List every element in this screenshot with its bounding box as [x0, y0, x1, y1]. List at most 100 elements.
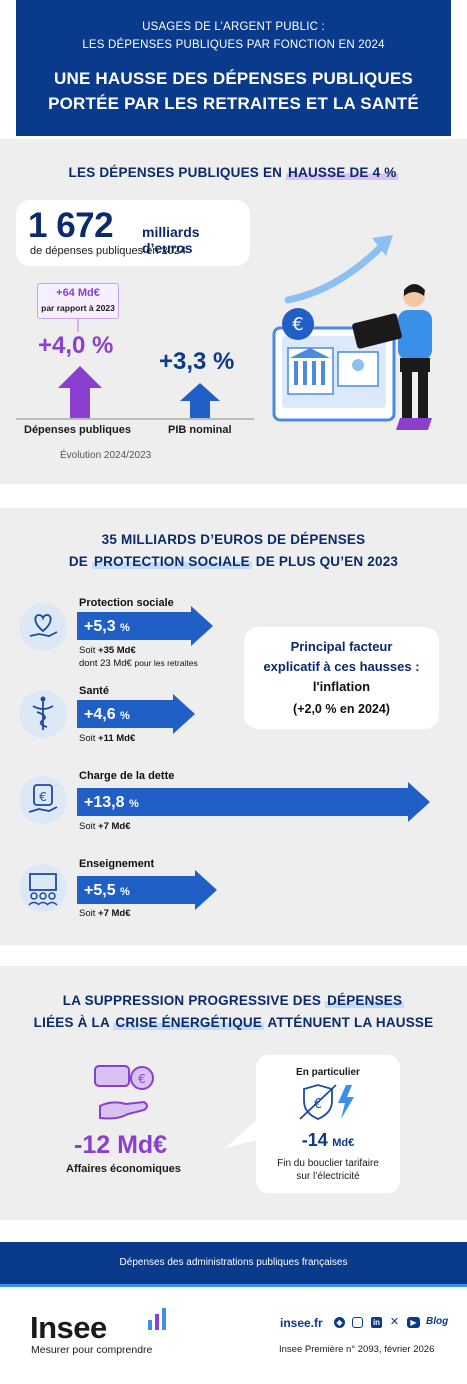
heart-hand-icon	[19, 603, 67, 651]
badge-value: +64 Md€	[56, 287, 100, 299]
badge-connector	[77, 318, 79, 332]
growth-arrow-debt	[77, 782, 430, 822]
coin-hand-icon: €	[94, 1065, 154, 1120]
soit-value: +7 Md€	[98, 821, 131, 832]
gdp-up-arrow-icon	[180, 383, 220, 418]
section3-title-pre-2: LIÉES À LA	[33, 1015, 114, 1030]
increase-badge: +64 Md€ par rapport à 2023	[37, 283, 119, 319]
card-value: -14 Md€	[256, 1130, 400, 1151]
section2-title-highlight: PROTECTION SOCIALE	[91, 554, 252, 569]
x-icon[interactable]: ✕	[389, 1316, 400, 1328]
retirement-value: dont 23 Md€	[79, 658, 135, 669]
total-spending-value: 1 672	[28, 206, 114, 245]
insee-tagline: Mesurer pour comprendre	[31, 1344, 153, 1356]
svg-text:€: €	[138, 1072, 146, 1086]
soit-text: Soit	[79, 733, 99, 744]
bluesky-icon[interactable]: ◆	[334, 1317, 345, 1328]
title-line-2: PORTÉE PAR LES RETRAITES ET LA SANTÉ	[48, 94, 419, 113]
total-spending-unit: milliards d’euros	[142, 224, 200, 256]
value-number: +13,8	[84, 794, 125, 811]
inflation-factor-card: Principal facteur explicatif à ces hauss…	[244, 627, 439, 729]
detail-retirement: dont 23 Md€ pour les retraites	[79, 658, 198, 669]
subtitle-line-2: LES DÉPENSES PUBLIQUES PAR FONCTION EN 2…	[82, 39, 385, 51]
section3-title-highlight-2: CRISE ÉNERGÉTIQUE	[113, 1015, 265, 1030]
insee-logo[interactable]: Insee	[30, 1310, 107, 1345]
soit-text: Soit	[79, 821, 99, 832]
svg-text:€: €	[314, 1097, 322, 1112]
value-unit: %	[120, 622, 130, 634]
spending-label: Dépenses publiques	[24, 424, 131, 436]
money-bag-hand-icon: €	[19, 776, 67, 824]
youtube-icon[interactable]: ▶	[407, 1317, 420, 1328]
section3-title-post: ATTÉNUENT LA HAUSSE	[264, 1015, 434, 1030]
value-number: +5,3	[84, 618, 116, 635]
section2-title: 35 MILLIARDS D’EUROS DE DÉPENSES DE PROT…	[0, 529, 467, 573]
section2-title-pre: DE	[68, 554, 92, 569]
footer-accent-line	[0, 1284, 467, 1287]
blog-link[interactable]: Blog	[426, 1316, 449, 1327]
growth-arrow-social-protection	[77, 606, 213, 646]
value-unit: %	[128, 798, 139, 810]
card-title: En particulier	[296, 1067, 360, 1078]
evolution-caption: Évolution 2024/2023	[60, 450, 152, 461]
item-label-education: Enseignement	[79, 858, 155, 870]
growth-arrow-education	[77, 870, 217, 910]
insee-site-link[interactable]: insee.fr	[280, 1316, 323, 1330]
value-debt: +13,8 %	[84, 794, 139, 812]
section1-title-text: LES DÉPENSES PUBLIQUES EN	[68, 165, 287, 180]
instagram-icon[interactable]	[352, 1317, 363, 1328]
gdp-label: PIB nominal	[168, 424, 232, 436]
page-title: UNE HAUSSE DES DÉPENSES PUBLIQUES PORTÉE…	[16, 66, 451, 116]
subtitle-line-1: USAGES DE L’ARGENT PUBLIC :	[142, 21, 325, 33]
value-health: +4,6 %	[84, 706, 130, 724]
callout-pointer	[225, 1120, 257, 1148]
classroom-icon	[19, 864, 67, 912]
spending-growth-value: +4,0 %	[38, 332, 114, 359]
value-unit: %	[120, 710, 130, 722]
header-subtitle: USAGES DE L’ARGENT PUBLIC : LES DÉPENSES…	[16, 18, 451, 54]
insee-logo-bars-icon	[148, 1308, 166, 1330]
linkedin-icon[interactable]: in	[371, 1317, 382, 1328]
value-education: +5,5 %	[84, 882, 130, 900]
value-number: +4,6	[84, 706, 116, 723]
soit-text: Soit	[79, 908, 99, 919]
soit-value: +11 Md€	[98, 733, 136, 744]
section3-title-highlight-1: DÉPENSES	[325, 993, 405, 1008]
detail-debt: Soit +7 Md€	[79, 821, 131, 832]
factor-line-3: l'inflation	[312, 679, 371, 694]
section3-title-pre: LA SUPPRESSION PROGRESSIVE DES	[62, 993, 326, 1008]
value-unit: %	[120, 886, 130, 898]
section3-title-line-1: LA SUPPRESSION PROGRESSIVE DES DÉPENSES	[0, 990, 467, 1012]
total-spending-card: 1 672 milliards d’euros de dépenses publ…	[16, 200, 250, 266]
footer-band: Dépenses des administrations publiques f…	[0, 1242, 467, 1284]
economic-affairs-value: -12 Md€	[74, 1131, 168, 1159]
card-desc-2: sur l’électricité	[296, 1171, 360, 1182]
section2-title-line-2: DE PROTECTION SOCIALE DE PLUS QU’EN 2023	[0, 551, 467, 573]
item-label-social-protection: Protection sociale	[79, 597, 174, 609]
svg-text:€: €	[39, 790, 47, 804]
detail-education: Soit +7 Md€	[79, 908, 131, 919]
value-number: +5,5	[84, 882, 116, 899]
header-banner: USAGES DE L’ARGENT PUBLIC : LES DÉPENSES…	[16, 0, 451, 136]
section3-title: LA SUPPRESSION PROGRESSIVE DES DÉPENSES …	[0, 990, 467, 1034]
section2-title-post: DE PLUS QU’EN 2023	[251, 554, 399, 569]
shield-lightning-icon: €	[299, 1084, 354, 1120]
soit-value: +7 Md€	[98, 908, 131, 919]
person-laptop-illustration-icon: €	[272, 235, 432, 430]
baseline-divider	[16, 418, 254, 420]
gdp-growth-value: +3,3 %	[159, 348, 235, 375]
electricity-shield-card: En particulier € -14 Md€ Fin du bouclier…	[256, 1055, 400, 1193]
card-value-number: -14	[301, 1130, 328, 1150]
section3-title-line-2: LIÉES À LA CRISE ÉNERGÉTIQUE ATTÉNUENT L…	[0, 1012, 467, 1034]
retirement-text: pour les retraites	[134, 658, 198, 668]
caduceus-icon	[19, 690, 67, 738]
title-line-1: UNE HAUSSE DES DÉPENSES PUBLIQUES	[54, 69, 413, 88]
svg-text:€: €	[292, 314, 303, 335]
factor-line-4: (+2,0 % en 2024)	[293, 702, 390, 716]
detail-health: Soit +11 Md€	[79, 733, 135, 744]
factor-line-2: explicatif à ces hausses :	[263, 659, 420, 674]
growth-arrow-health	[77, 694, 195, 734]
factor-line-1: Principal facteur	[290, 639, 393, 654]
badge-sub: par rapport à 2023	[41, 303, 115, 313]
item-label-health: Santé	[79, 685, 109, 697]
